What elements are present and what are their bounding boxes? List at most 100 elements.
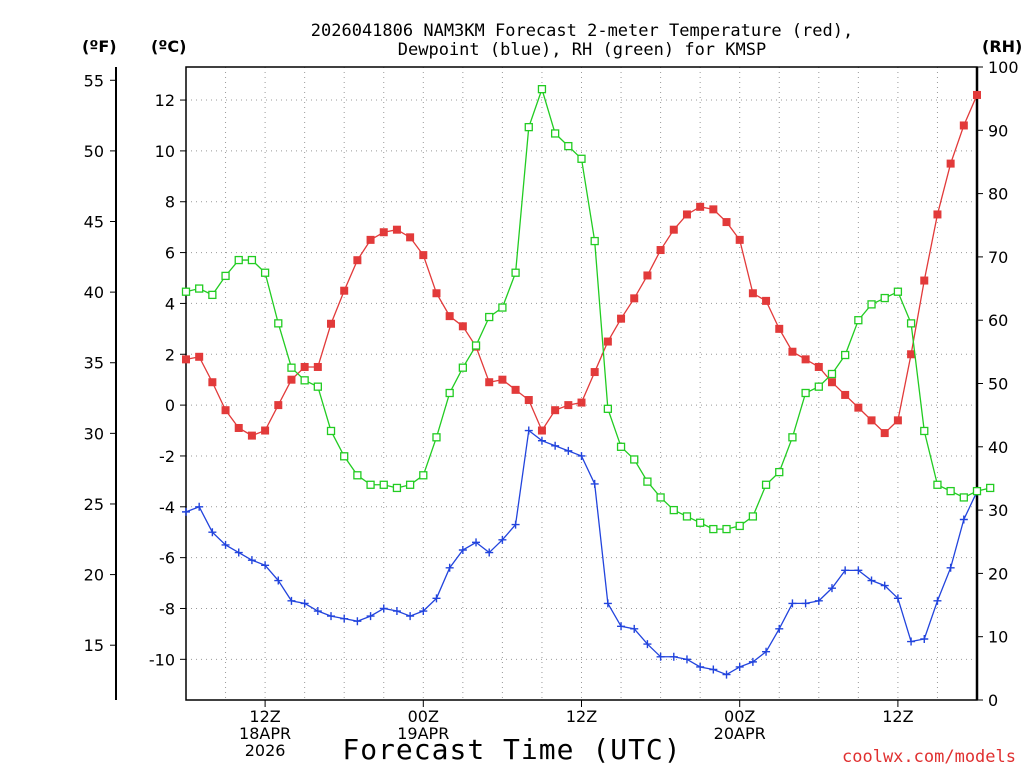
rh-point — [221, 271, 230, 281]
rh-tick-label: 20 — [988, 564, 1008, 583]
temperature-point — [762, 296, 771, 305]
temperature-point — [682, 210, 691, 219]
rh-point — [458, 363, 468, 372]
x-tick-label: 00Z — [408, 707, 439, 726]
dewpoint-point — [340, 614, 349, 623]
temperature-point — [696, 202, 705, 211]
temperature-point — [617, 314, 626, 323]
chart-title-line1: 2026041806 NAM3KM Forecast 2-meter Tempe… — [311, 21, 853, 41]
dewpoint-point — [735, 662, 744, 671]
temperature-point — [946, 159, 955, 168]
rh-point — [841, 350, 850, 360]
temperature-point — [827, 378, 836, 387]
c-tick-label: 2 — [165, 345, 175, 364]
x-tick-label: 2026 — [245, 741, 286, 760]
temperature-point — [577, 398, 586, 407]
c-tick-label: -2 — [159, 447, 175, 466]
dewpoint-point — [775, 624, 784, 633]
rh-point — [287, 363, 296, 372]
temperature-point — [854, 403, 863, 412]
dewpoint-point — [445, 563, 454, 572]
temperature-point — [735, 235, 744, 244]
rh-point — [445, 388, 454, 398]
series-dewpoint — [182, 426, 981, 679]
f-tick-label: 30 — [84, 424, 104, 443]
dewpoint-point — [313, 607, 322, 616]
temperature-point — [867, 416, 876, 425]
dewpoint-point — [195, 502, 204, 511]
dewpoint-point — [221, 540, 230, 549]
temperature-point — [537, 426, 546, 435]
fahrenheit-unit-label: (ºF) — [82, 37, 117, 56]
temperature-point — [261, 426, 270, 435]
dewpoint-point — [643, 640, 652, 649]
rh-point — [735, 521, 744, 531]
rh-point — [854, 316, 863, 325]
dewpoint-point — [854, 566, 863, 575]
temperature-point — [208, 378, 217, 387]
dewpoint-point — [630, 624, 639, 633]
dewpoint-point — [603, 599, 612, 608]
x-tick-label: 18APR — [239, 724, 291, 743]
temperature-point — [564, 401, 573, 410]
rh-tick-label: 30 — [988, 501, 1008, 520]
c-tick-label: 12 — [155, 91, 175, 110]
f-tick-label: 50 — [84, 142, 104, 161]
rh-point — [326, 426, 336, 436]
dewpoint-point — [182, 507, 190, 516]
rh-point — [392, 483, 402, 493]
rh-point — [366, 480, 375, 489]
rh-point — [260, 268, 270, 277]
x-tick-label: 19APR — [397, 724, 449, 743]
rh-point — [300, 376, 309, 385]
f-tick-label: 20 — [84, 566, 104, 585]
temperature-point — [551, 406, 560, 415]
temperature-point — [221, 406, 230, 415]
temperature-point — [656, 246, 665, 255]
temperature-point — [313, 362, 322, 371]
rh-point — [234, 255, 243, 265]
rh-point — [405, 480, 415, 489]
temperature-point — [406, 233, 415, 242]
temperature-point — [907, 350, 916, 359]
dewpoint-point — [472, 538, 481, 547]
rh-point — [906, 319, 916, 328]
rh-point — [827, 369, 837, 379]
c-tick-label: 0 — [165, 396, 175, 415]
rh-point — [761, 480, 771, 489]
rh-point — [880, 293, 889, 303]
rh-point — [722, 524, 731, 534]
rh-point — [485, 312, 494, 322]
series-line — [185, 94, 978, 437]
x-tick-label: 20APR — [714, 724, 766, 743]
c-tick-label: -10 — [149, 650, 175, 669]
chart-title-line2: Dewpoint (blue), RH (green) for KMSP — [398, 40, 766, 60]
rh-tick-label: 40 — [988, 438, 1008, 457]
dewpoint-point — [353, 617, 362, 626]
f-tick-label: 35 — [84, 354, 104, 373]
temperature-point — [353, 256, 362, 265]
dewpoint-point — [696, 662, 705, 671]
f-tick-label: 15 — [84, 636, 104, 655]
rh-point — [537, 85, 547, 94]
rh-point — [893, 287, 903, 296]
dewpoint-point — [669, 652, 678, 661]
rh-point — [471, 341, 481, 350]
temperature-point — [788, 347, 797, 356]
dewpoint-point — [537, 436, 546, 445]
temperature-point — [709, 205, 718, 214]
c-tick-label: 8 — [165, 193, 175, 212]
rh-tick-label: 50 — [988, 375, 1008, 394]
c-tick-label: -8 — [159, 599, 175, 618]
dewpoint-point — [682, 655, 691, 664]
dewpoint-point — [392, 607, 401, 616]
dewpoint-point — [801, 599, 810, 608]
rh-point — [208, 290, 217, 300]
x-tick-label: 00Z — [724, 707, 755, 726]
rh-point — [867, 300, 876, 309]
temperature-point — [300, 362, 309, 371]
rh-point — [564, 141, 573, 151]
rh-tick-label: 0 — [988, 691, 998, 710]
rh-point — [801, 388, 810, 398]
